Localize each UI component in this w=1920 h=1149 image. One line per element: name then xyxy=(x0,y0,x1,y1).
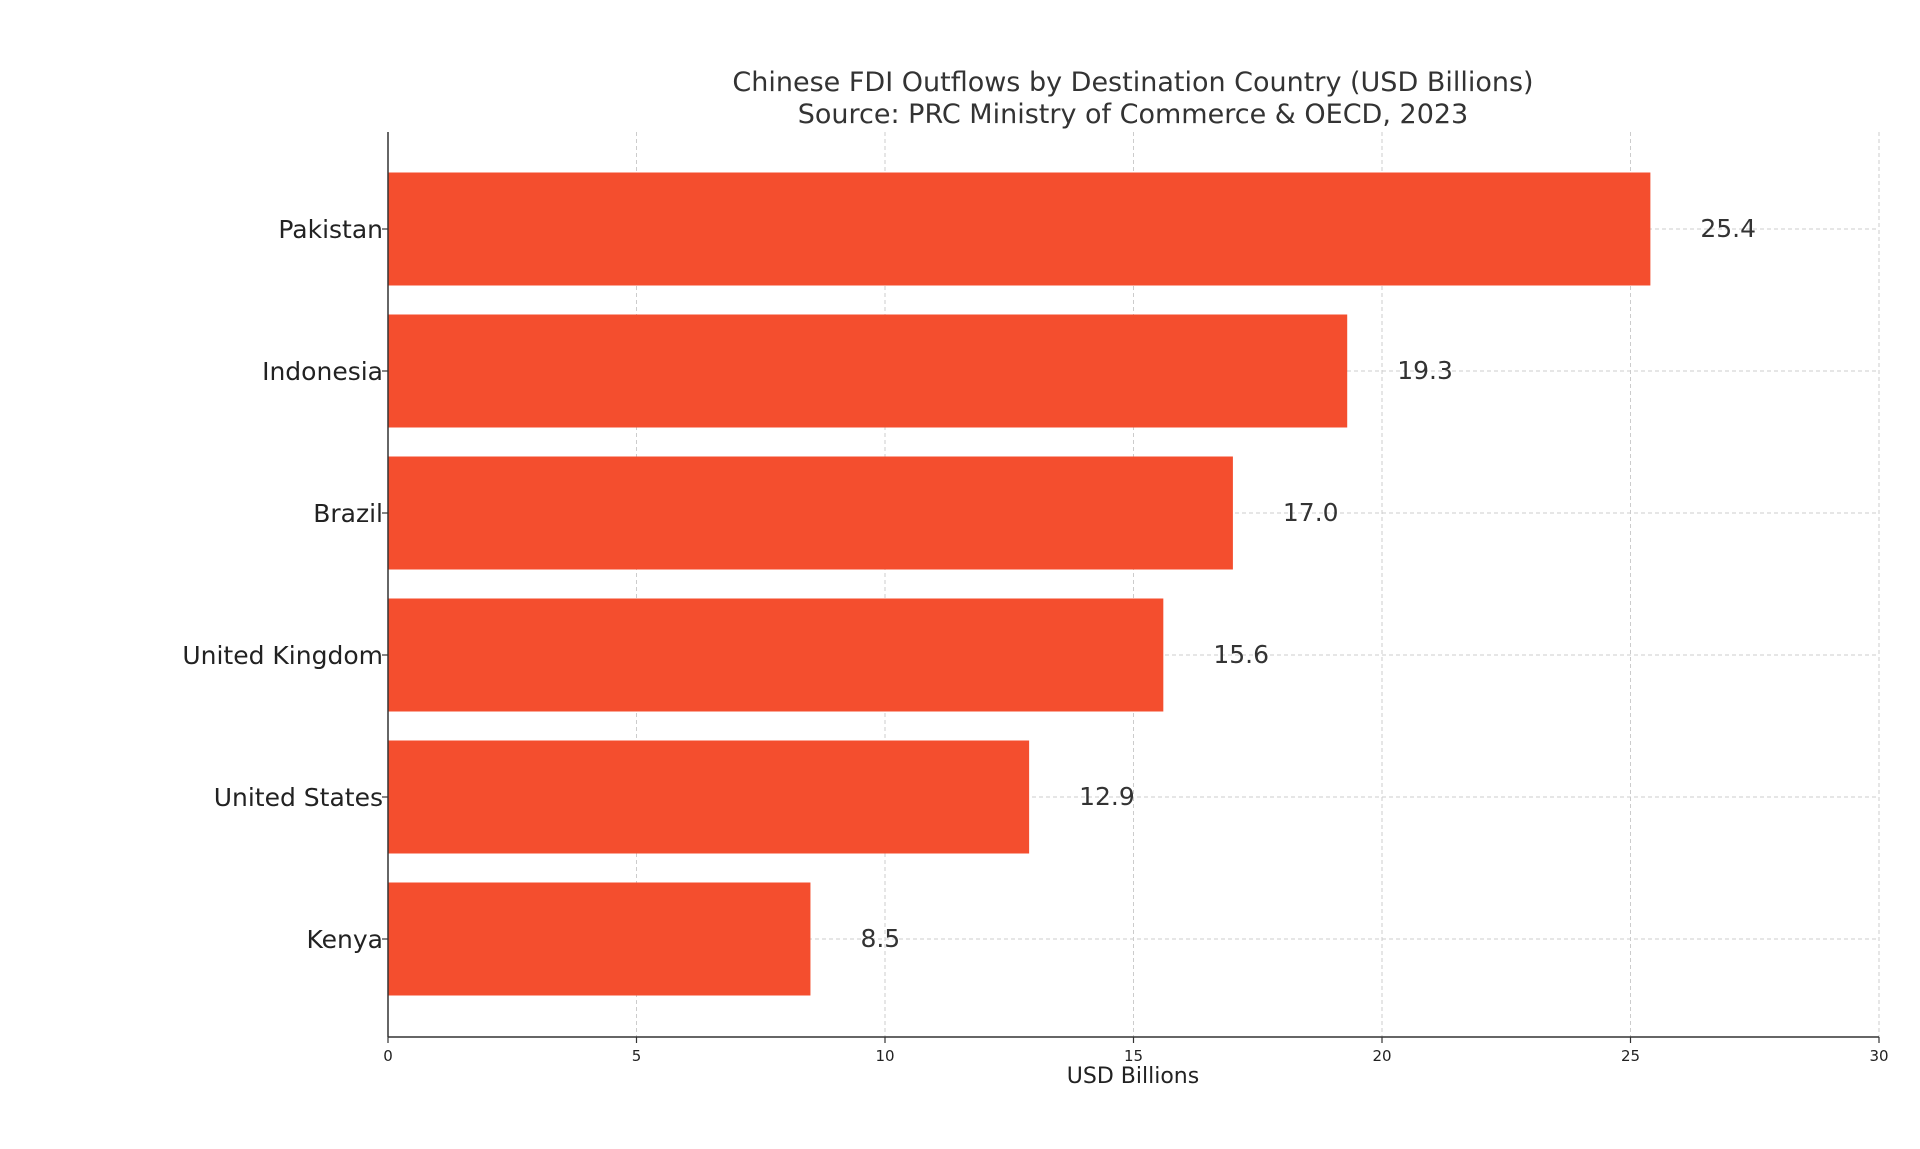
bar-kenya xyxy=(388,882,811,996)
chart-subtitle: Source: PRC Ministry of Commerce & OECD,… xyxy=(798,99,1468,130)
value-label: 25.4 xyxy=(1700,214,1756,243)
y-tick-label: Kenya xyxy=(307,925,384,954)
x-tick-label: 25 xyxy=(1621,1047,1640,1065)
y-tick-label: Brazil xyxy=(313,499,383,528)
y-tick-label: United States xyxy=(214,783,383,812)
y-tick-label: United Kingdom xyxy=(182,641,383,670)
value-label: 12.9 xyxy=(1079,782,1135,811)
bar-indonesia xyxy=(388,314,1348,428)
x-tick-label: 15 xyxy=(1124,1047,1143,1065)
x-tick-label: 0 xyxy=(383,1047,393,1065)
chart-title: Chinese FDI Outflows by Destination Coun… xyxy=(732,67,1533,98)
y-tick-label: Indonesia xyxy=(262,357,383,386)
value-label: 19.3 xyxy=(1397,356,1453,385)
bar-pakistan xyxy=(388,172,1651,286)
x-tick-label: 30 xyxy=(1869,1047,1888,1065)
bar-united-kingdom xyxy=(388,598,1164,712)
bar-brazil xyxy=(388,456,1233,570)
bar-united-states xyxy=(388,740,1030,854)
value-label: 8.5 xyxy=(860,924,900,953)
value-label: 17.0 xyxy=(1283,498,1339,527)
x-tick-label: 20 xyxy=(1372,1047,1391,1065)
x-tick-label: 10 xyxy=(875,1047,894,1065)
x-axis-label: USD Billions xyxy=(1067,1064,1199,1089)
x-tick-label: 5 xyxy=(632,1047,642,1065)
value-label: 15.6 xyxy=(1213,640,1269,669)
y-tick-label: Pakistan xyxy=(278,215,383,244)
